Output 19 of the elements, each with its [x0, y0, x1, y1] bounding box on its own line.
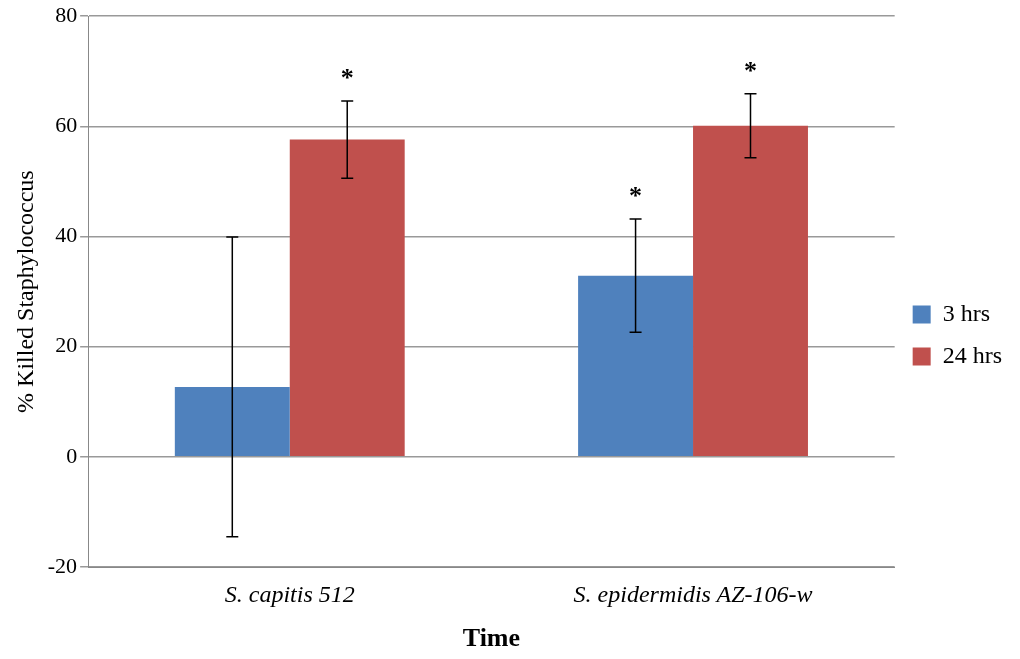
- annotation: *: [340, 62, 354, 92]
- annotation: *: [629, 180, 643, 210]
- y-tick-label: -20: [47, 552, 78, 578]
- x-axis-title: Time: [462, 623, 521, 653]
- bar: [174, 386, 290, 457]
- y-tick-label: 0: [66, 442, 78, 468]
- legend-label: 24 hrs: [942, 341, 1003, 368]
- x-tick-label: S. capitis 512: [224, 580, 355, 607]
- y-tick-label: 80: [55, 1, 78, 27]
- bar: [289, 139, 405, 457]
- y-tick-label: 20: [55, 332, 78, 358]
- legend-label: 3 hrs: [942, 299, 991, 326]
- bar: [693, 125, 808, 457]
- annotation: *: [744, 55, 757, 85]
- bar: [578, 275, 694, 457]
- y-tick-label: 40: [55, 222, 78, 248]
- y-tick-label: 60: [55, 112, 78, 138]
- y-axis-title: % Killed Staphylococcus: [11, 170, 38, 413]
- x-tick-label: S. epidermidis AZ-106-w: [573, 580, 813, 607]
